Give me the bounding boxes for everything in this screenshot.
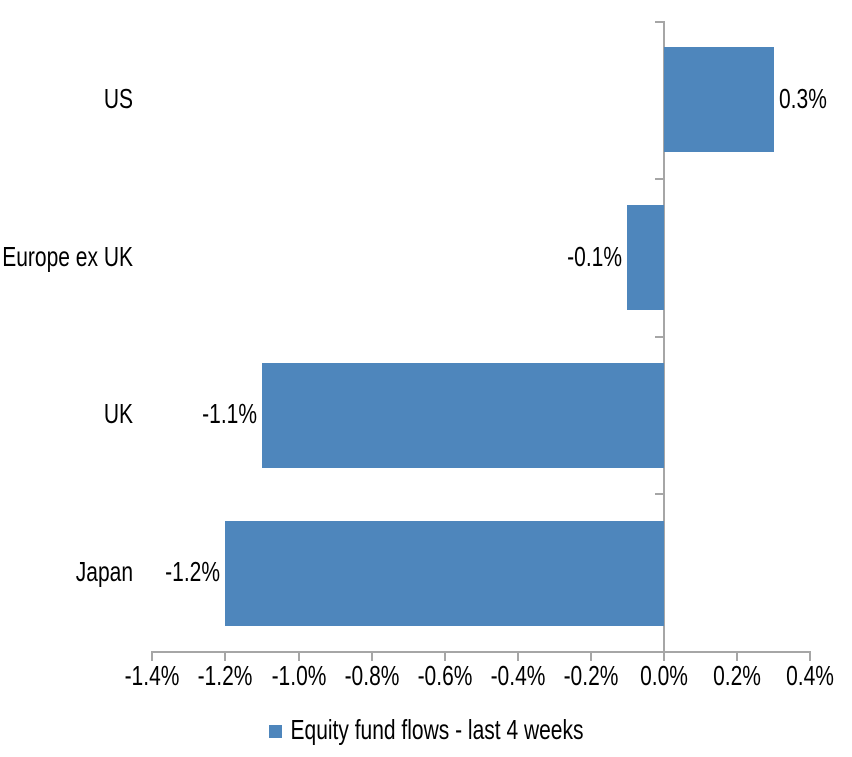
x-tick [151, 651, 153, 661]
x-tick [298, 651, 300, 661]
category-tick [655, 493, 663, 496]
x-tick-label-6: -0.2% [549, 661, 633, 691]
data-label-japan: -1.2% [165, 557, 220, 587]
x-tick-label-7-text: 0.0% [640, 661, 688, 692]
category-label-japan-text: Japan [75, 557, 133, 588]
data-label-japan-text: -1.2% [165, 557, 220, 588]
x-tick [371, 651, 373, 661]
x-tick-label-9-text: 0.4% [786, 661, 834, 692]
x-tick-label-5-text: -0.4% [490, 661, 546, 692]
category-tick [655, 335, 663, 338]
category-label-japan: Japan [0, 557, 133, 587]
bar-uk [262, 363, 664, 468]
x-tick-label-8-text: 0.2% [713, 661, 761, 692]
x-tick-label-1-text: -1.2% [197, 661, 253, 692]
x-tick-label-8: 0.2% [695, 661, 779, 691]
x-tick-label-1: -1.2% [183, 661, 267, 691]
data-label-uk: -1.1% [202, 399, 257, 429]
category-tick [655, 21, 663, 23]
legend-label: Equity fund flows - last 4 weeks [290, 715, 584, 746]
x-tick [590, 651, 592, 661]
x-tick-label-6-text: -0.2% [563, 661, 619, 692]
category-label-us-text: US [103, 84, 133, 115]
category-label-europe-ex-uk-text: Europe ex UK [2, 242, 133, 273]
x-tick-label-0: -1.4% [110, 661, 194, 691]
data-label-europe-ex-uk: -0.1% [567, 242, 622, 272]
x-tick [663, 651, 665, 661]
data-label-uk-text: -1.1% [202, 399, 257, 430]
x-tick-label-0-text: -1.4% [124, 661, 180, 692]
legend: Equity fund flows - last 4 weeks [0, 715, 852, 745]
category-label-europe-ex-uk: Europe ex UK [0, 242, 133, 272]
category-label-uk: UK [0, 399, 133, 429]
x-tick-label-2-text: -1.0% [271, 661, 327, 692]
x-tick [517, 651, 519, 661]
category-tick [655, 177, 663, 180]
legend-swatch [268, 724, 282, 738]
bar-europe-ex-uk [627, 205, 664, 310]
x-tick-label-7: 0.0% [622, 661, 706, 691]
x-tick-label-2: -1.0% [257, 661, 341, 691]
x-tick-label-5: -0.4% [476, 661, 560, 691]
data-label-us: 0.3% [779, 84, 827, 114]
x-tick-label-3: -0.8% [330, 661, 414, 691]
x-tick-label-3-text: -0.8% [344, 661, 400, 692]
x-tick [444, 651, 446, 661]
x-tick-label-9: 0.4% [768, 661, 852, 691]
bar-us [664, 47, 774, 152]
x-tick [224, 651, 226, 661]
data-label-europe-ex-uk-text: -0.1% [567, 242, 622, 273]
x-tick [809, 651, 811, 661]
x-tick [736, 651, 738, 661]
bar-japan [225, 521, 664, 626]
zero-axis-line [663, 21, 665, 652]
x-tick-label-4: -0.6% [403, 661, 487, 691]
x-tick-label-4-text: -0.6% [417, 661, 473, 692]
x-axis-line [151, 651, 811, 653]
category-label-us: US [0, 84, 133, 114]
category-label-uk-text: UK [103, 399, 133, 430]
data-label-us-text: 0.3% [779, 84, 827, 115]
